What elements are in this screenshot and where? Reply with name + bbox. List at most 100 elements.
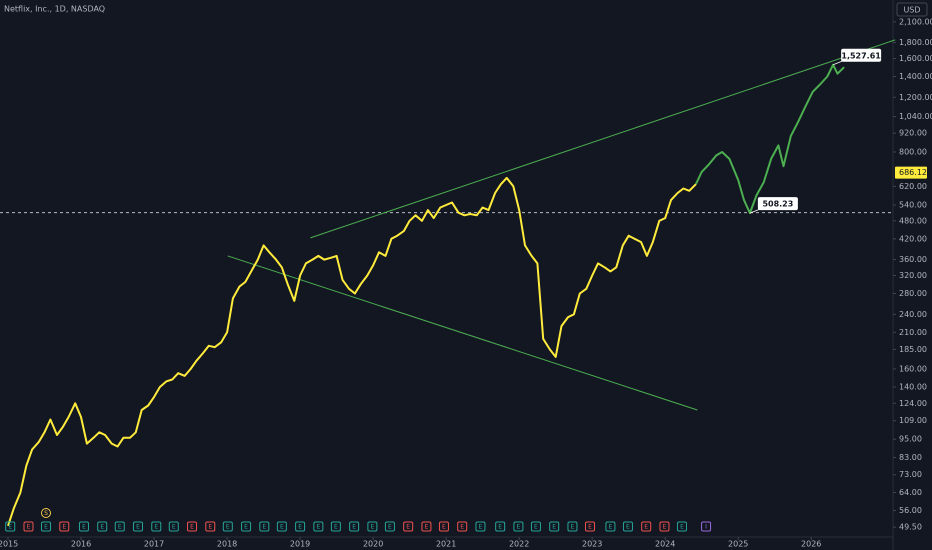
split-label: S (44, 510, 48, 517)
event-label[interactable]: E (62, 524, 66, 531)
split-badge (41, 508, 52, 518)
event-label[interactable]: E (8, 524, 12, 531)
event-label[interactable]: E (609, 524, 613, 531)
event-badge (241, 521, 252, 532)
annotation-box (841, 48, 882, 62)
event-badge (567, 521, 578, 532)
y-tick-label: 124.00 (899, 399, 927, 408)
event-label[interactable]: E (280, 524, 284, 531)
event-label[interactable]: E (136, 524, 140, 531)
event-label[interactable]: E (44, 524, 48, 531)
x-tick-label: 2015 (0, 540, 18, 549)
event-label[interactable]: E (118, 524, 122, 531)
y-tick-label: 540.00 (899, 200, 927, 209)
event-badge (622, 521, 633, 532)
event-label[interactable]: E (663, 524, 667, 531)
annotation-box (757, 197, 798, 211)
currency[interactable]: USD (903, 6, 920, 15)
x-tick-label: 2021 (436, 540, 456, 549)
event-label[interactable]: E (226, 524, 230, 531)
event-label[interactable]: E (644, 524, 648, 531)
event-badge (114, 521, 125, 532)
event-label[interactable]: I (705, 524, 707, 531)
annotation-label: 508.23 (762, 200, 793, 209)
y-tick-label: 210.00 (899, 328, 927, 337)
y-tick-label: 240.00 (899, 310, 927, 319)
x-tick-label: 2024 (655, 540, 675, 549)
event-label[interactable]: E (460, 524, 464, 531)
event-label[interactable]: E (27, 524, 31, 531)
event-badge (384, 521, 395, 532)
event-badge (475, 521, 486, 532)
y-tick-label: 73.00 (899, 470, 922, 479)
event-label[interactable]: E (352, 524, 356, 531)
event-label[interactable]: E (406, 524, 410, 531)
event-badge (403, 521, 414, 532)
event-label[interactable]: E (82, 524, 86, 531)
event-badge (59, 521, 70, 532)
y-tick-label: 160.00 (899, 364, 927, 373)
event-label[interactable]: E (154, 524, 158, 531)
y-tick-label: 420.00 (899, 234, 927, 243)
event-label[interactable]: E (262, 524, 266, 531)
y-tick-label: 95.00 (899, 435, 922, 444)
y-tick-label: 320.00 (899, 271, 927, 280)
event-label[interactable]: E (479, 524, 483, 531)
y-tick-label: 480.00 (899, 216, 927, 225)
event-label[interactable]: E (626, 524, 630, 531)
event-badge (367, 521, 378, 532)
event-badge (41, 521, 52, 532)
event-badge (641, 521, 652, 532)
x-tick-label: 2020 (363, 540, 383, 549)
event-label[interactable]: E (571, 524, 575, 531)
y-tick-label: 800.00 (899, 147, 927, 156)
event-label[interactable]: E (517, 524, 521, 531)
event-label[interactable]: E (334, 524, 338, 531)
y-tick-label: 83.00 (899, 453, 922, 462)
x-tick-label: 2023 (582, 540, 602, 549)
x-tick-label: 2016 (71, 540, 91, 549)
event-label[interactable]: E (425, 524, 429, 531)
annotation-label: 1,527.61 (841, 51, 881, 60)
event-badge (5, 521, 16, 532)
event-badge (151, 521, 162, 532)
y-tick-label: 1,800.00 (899, 38, 932, 47)
event-label[interactable]: E (100, 524, 104, 531)
event-label[interactable]: E (442, 524, 446, 531)
event-label[interactable]: E (680, 524, 684, 531)
event-label[interactable]: E (370, 524, 374, 531)
y-tick-label: 140.00 (899, 382, 927, 391)
event-label[interactable]: E (388, 524, 392, 531)
x-tick-label: 2019 (290, 540, 310, 549)
event-label[interactable]: E (244, 524, 248, 531)
x-tick-label: 2026 (801, 540, 821, 549)
price-line (694, 63, 845, 215)
y-tick-label: 1,200.00 (899, 93, 932, 102)
event-badge (701, 521, 712, 532)
event-badge (530, 521, 541, 532)
event-label[interactable]: E (316, 524, 320, 531)
event-badge (313, 521, 324, 532)
event-label[interactable]: E (298, 524, 302, 531)
event-badge (457, 521, 468, 532)
event-label[interactable]: E (534, 524, 538, 531)
event-label[interactable]: E (208, 524, 212, 531)
event-badge (605, 521, 616, 532)
event-label[interactable]: E (172, 524, 176, 531)
y-tick-label: 620.00 (899, 182, 927, 191)
event-badge (295, 521, 306, 532)
event-label[interactable]: E (190, 524, 194, 531)
event-badge (495, 521, 506, 532)
currency-box[interactable] (896, 2, 928, 17)
event-label[interactable]: E (552, 524, 556, 531)
event-label[interactable]: E (498, 524, 502, 531)
y-tick-label: 360.00 (899, 255, 927, 264)
chart-title: Netflix, Inc., 1D, NASDAQ (4, 5, 105, 14)
annotation-pointer (832, 60, 844, 66)
y-tick-label: 1,040.00 (899, 112, 932, 121)
event-label[interactable]: E (588, 524, 592, 531)
y-tick-label: 56.00 (899, 506, 922, 515)
event-badge (222, 521, 233, 532)
event-badge (133, 521, 144, 532)
